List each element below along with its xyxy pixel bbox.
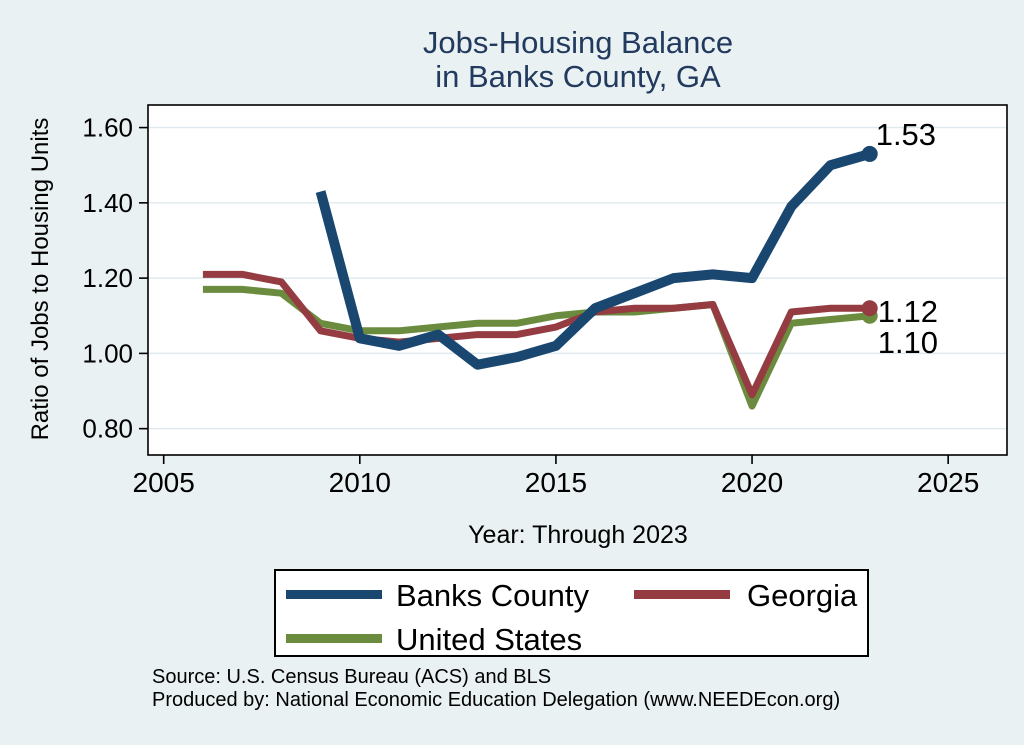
series-line-banks-county: [315, 149, 872, 370]
end-label-georgia: 1.12: [878, 294, 938, 329]
x-tick-label: 2025: [917, 467, 979, 498]
legend: Banks County Georgia United States: [274, 569, 869, 657]
legend-swatch-banks-county: [286, 590, 382, 599]
legend-label-georgia: Georgia: [747, 578, 858, 613]
x-tick-label: 2010: [329, 467, 391, 498]
x-axis-title: Year: Through 2023: [468, 521, 688, 549]
x-tick-label: 2015: [525, 467, 587, 498]
series-line-georgia: [202, 270, 870, 399]
end-label-banks-county: 1.53: [876, 117, 936, 152]
x-tick-label: 2020: [721, 467, 783, 498]
footer-notes: Source: U.S. Census Bureau (ACS) and BLS…: [152, 666, 1012, 712]
y-tick-label: 1.60: [82, 113, 133, 143]
y-tick-label: 1.40: [82, 188, 133, 218]
y-tick-label: 1.20: [82, 263, 133, 293]
x-tick-label: 2005: [133, 467, 195, 498]
plot-area: [148, 105, 1007, 455]
y-axis-title: Ratio of Jobs to Housing Units: [27, 117, 54, 441]
legend-swatch-united-states: [286, 634, 382, 643]
end-label-united-states: 1.10: [878, 325, 938, 360]
source-note: Source: U.S. Census Bureau (ACS) and BLS: [152, 666, 552, 688]
end-marker-georgia: [861, 300, 878, 317]
plot-border: [147, 104, 1008, 456]
chart-title: Jobs-Housing Balance in Banks County, GA: [148, 26, 1008, 94]
produced-by-note: Produced by: National Economic Education…: [152, 689, 841, 711]
legend-swatch-georgia: [634, 590, 730, 599]
chart-title-line1: Jobs-Housing Balance: [422, 25, 734, 60]
legend-label-banks-county: Banks County: [396, 578, 589, 613]
y-tick-label: 0.80: [82, 414, 133, 444]
chart-title-line2: in Banks County, GA: [435, 59, 721, 94]
end-marker-banks-county: [861, 145, 878, 162]
y-tick-label: 1.00: [82, 338, 133, 368]
legend-label-united-states: United States: [396, 622, 583, 657]
